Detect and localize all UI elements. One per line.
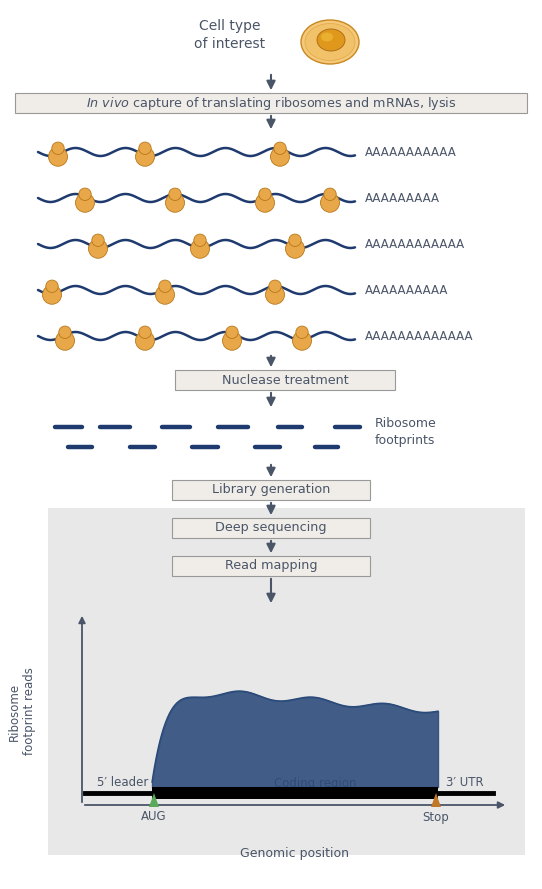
Text: Nuclease treatment: Nuclease treatment xyxy=(222,373,349,387)
Text: AAAAAAAAA: AAAAAAAAA xyxy=(365,191,440,204)
Ellipse shape xyxy=(301,20,359,64)
Text: Genomic position: Genomic position xyxy=(240,846,349,860)
Text: Cell type
of interest: Cell type of interest xyxy=(195,19,266,52)
Circle shape xyxy=(286,239,305,258)
FancyBboxPatch shape xyxy=(172,518,370,538)
Text: Stop: Stop xyxy=(423,811,449,823)
Circle shape xyxy=(274,142,286,155)
Text: AAAAAAAAAAAA: AAAAAAAAAAAA xyxy=(365,237,465,251)
Circle shape xyxy=(159,280,171,292)
Ellipse shape xyxy=(305,23,355,60)
Circle shape xyxy=(55,332,74,350)
Circle shape xyxy=(52,142,64,155)
Polygon shape xyxy=(431,793,441,807)
Circle shape xyxy=(156,285,175,304)
Circle shape xyxy=(223,332,242,350)
Circle shape xyxy=(226,326,238,339)
Polygon shape xyxy=(149,793,159,807)
Ellipse shape xyxy=(321,33,333,42)
Text: Deep sequencing: Deep sequencing xyxy=(215,522,327,534)
Text: AAAAAAAAAAAAA: AAAAAAAAAAAAA xyxy=(365,330,474,342)
Circle shape xyxy=(59,326,71,339)
Text: Library generation: Library generation xyxy=(212,484,330,496)
Circle shape xyxy=(42,285,61,304)
FancyBboxPatch shape xyxy=(48,508,525,855)
FancyBboxPatch shape xyxy=(172,556,370,576)
Circle shape xyxy=(269,280,281,292)
Circle shape xyxy=(48,148,68,166)
Circle shape xyxy=(259,188,271,201)
Circle shape xyxy=(190,239,210,258)
Text: 5′ leader: 5′ leader xyxy=(97,776,149,789)
Text: Ribosome
footprint reads: Ribosome footprint reads xyxy=(8,668,36,756)
Circle shape xyxy=(296,326,308,339)
Text: Coding region: Coding region xyxy=(274,776,356,789)
FancyBboxPatch shape xyxy=(175,370,395,390)
Circle shape xyxy=(324,188,336,201)
Circle shape xyxy=(75,193,94,212)
Text: 3′ UTR: 3′ UTR xyxy=(446,776,483,789)
Circle shape xyxy=(320,193,339,212)
Circle shape xyxy=(255,193,274,212)
Circle shape xyxy=(194,234,206,246)
Circle shape xyxy=(266,285,285,304)
Text: AAAAAAAAAAA: AAAAAAAAAAA xyxy=(365,146,457,158)
Text: Read mapping: Read mapping xyxy=(225,559,317,573)
Text: AAAAAAAAAA: AAAAAAAAAA xyxy=(365,284,448,297)
FancyBboxPatch shape xyxy=(152,787,438,799)
Circle shape xyxy=(136,332,154,350)
Text: AUG: AUG xyxy=(141,811,167,823)
Circle shape xyxy=(165,193,184,212)
Circle shape xyxy=(270,148,289,166)
Circle shape xyxy=(169,188,181,201)
Text: $\it{In\ vivo}$ capture of translating ribosomes and mRNAs, lysis: $\it{In\ vivo}$ capture of translating r… xyxy=(86,94,456,111)
Circle shape xyxy=(139,326,151,339)
Circle shape xyxy=(293,332,312,350)
FancyBboxPatch shape xyxy=(172,480,370,500)
Circle shape xyxy=(139,142,151,155)
Circle shape xyxy=(79,188,91,201)
Circle shape xyxy=(136,148,154,166)
Ellipse shape xyxy=(317,29,345,51)
Circle shape xyxy=(289,234,301,246)
Circle shape xyxy=(46,280,58,292)
FancyBboxPatch shape xyxy=(15,93,527,113)
Circle shape xyxy=(92,234,104,246)
Text: Ribosome
footprints: Ribosome footprints xyxy=(375,417,437,447)
Circle shape xyxy=(88,239,107,258)
